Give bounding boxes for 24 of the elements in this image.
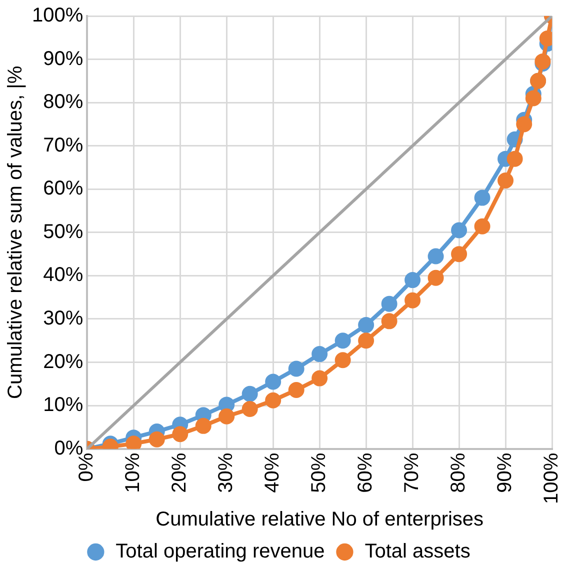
y-tick-label: 80% xyxy=(43,91,84,114)
y-tick-label: 30% xyxy=(43,308,84,330)
y-tick-label: 40% xyxy=(43,264,84,286)
x-tick-label: 30% xyxy=(215,452,238,493)
y-tick-label: 100% xyxy=(32,4,84,27)
x-tick-label: 40% xyxy=(262,452,284,493)
y-tick-label: 10% xyxy=(43,394,84,416)
legend-label: Total assets xyxy=(364,540,470,563)
legend-label: Total operating revenue xyxy=(116,540,325,563)
x-tick-label: 20% xyxy=(168,452,191,493)
y-tick-label: 20% xyxy=(43,350,84,373)
x-tick-label: 70% xyxy=(401,452,424,493)
y-tick-label: 60% xyxy=(43,178,84,200)
x-tick-label: 90% xyxy=(494,452,516,493)
x-tick-label: 10% xyxy=(122,452,144,493)
x-axis-title: Cumulative relative No of enterprises xyxy=(156,508,484,531)
y-axis-title: Cumulative relative sum of values, |% xyxy=(4,66,27,399)
y-tick-label: 50% xyxy=(43,220,84,243)
x-tick-label: 50% xyxy=(308,452,330,493)
x-tick-label: 60% xyxy=(354,452,377,493)
y-tick-label: 90% xyxy=(43,48,84,70)
x-tick-label: 80% xyxy=(448,452,470,493)
y-tick-label: 70% xyxy=(43,134,84,156)
x-tick-label: 100% xyxy=(540,452,563,504)
